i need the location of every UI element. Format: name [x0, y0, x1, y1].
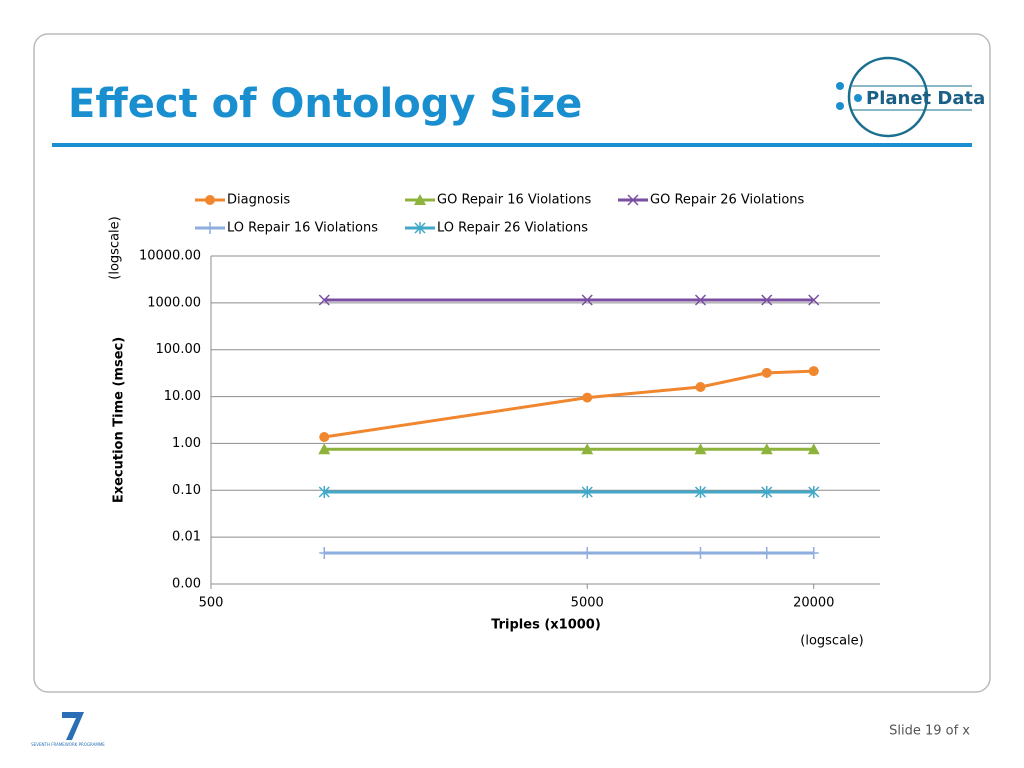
marker	[414, 222, 426, 234]
slide-number: Slide 19 of x	[889, 724, 970, 739]
marker	[319, 546, 330, 559]
marker	[582, 392, 593, 403]
logo-text: Planet Data	[866, 88, 985, 109]
marker	[761, 367, 772, 378]
logo-dot	[836, 82, 844, 90]
legend-label: LO Repair 26 Violations	[437, 221, 588, 236]
fp7-text: SEVENTH FRAMEWORK PROGRAMME	[31, 742, 105, 747]
marker	[581, 443, 594, 455]
marker	[205, 222, 215, 234]
legend-label: Diagnosis	[227, 193, 290, 208]
marker	[694, 443, 707, 455]
marker	[761, 294, 773, 306]
marker	[694, 294, 707, 306]
marker	[760, 443, 773, 455]
x-tick-label: 500	[199, 596, 224, 611]
legend-label: GO Repair 26 Violations	[650, 193, 805, 208]
y-tick-label: 0.01	[172, 530, 201, 545]
marker	[318, 443, 331, 455]
marker	[319, 432, 330, 443]
logo: Planet Data	[836, 56, 985, 138]
marker	[761, 546, 772, 559]
marker	[807, 443, 820, 455]
marker	[808, 485, 820, 498]
y-tick-label: 10000.00	[139, 249, 201, 264]
marker	[808, 366, 819, 377]
marker	[318, 485, 330, 498]
marker	[808, 294, 820, 306]
title-rule	[52, 143, 972, 147]
legend-label: GO Repair 16 Violations	[437, 193, 592, 208]
fp7-logo: SEVENTH FRAMEWORK PROGRAMME	[31, 712, 105, 747]
marker	[205, 195, 215, 205]
y-tick-label: 0.00	[172, 577, 201, 592]
marker	[694, 485, 707, 498]
marker	[761, 485, 773, 498]
marker	[695, 546, 706, 559]
x-axis-label: Triples (x1000)	[491, 618, 601, 633]
y-tick-label: 100.00	[156, 342, 202, 357]
x-tick-label: 20000	[793, 596, 834, 611]
logo-dot	[854, 94, 862, 102]
marker	[318, 294, 330, 306]
y-tick-label: 1000.00	[147, 295, 201, 310]
y-axis-label: Execution Time (msec)	[112, 337, 127, 503]
y-axis-note: (logscale)	[108, 216, 123, 279]
marker	[627, 194, 639, 206]
marker	[414, 194, 426, 205]
marker	[582, 546, 593, 559]
logo-ring	[847, 56, 929, 138]
marker	[581, 294, 593, 306]
fp7-mark	[62, 712, 84, 740]
y-tick-label: 1.00	[172, 436, 201, 451]
y-tick-label: 10.00	[164, 389, 201, 404]
logo-dot	[836, 102, 844, 110]
y-tick-label: 0.10	[172, 483, 201, 498]
slide-frame	[33, 33, 991, 693]
slide-title: Effect of Ontology Size	[68, 81, 582, 127]
legend-label: LO Repair 16 Violations	[227, 221, 378, 236]
marker	[695, 382, 706, 393]
x-tick-label: 5000	[571, 596, 604, 611]
x-axis-note: (logscale)	[800, 634, 863, 649]
marker	[808, 546, 819, 559]
marker	[581, 485, 593, 498]
